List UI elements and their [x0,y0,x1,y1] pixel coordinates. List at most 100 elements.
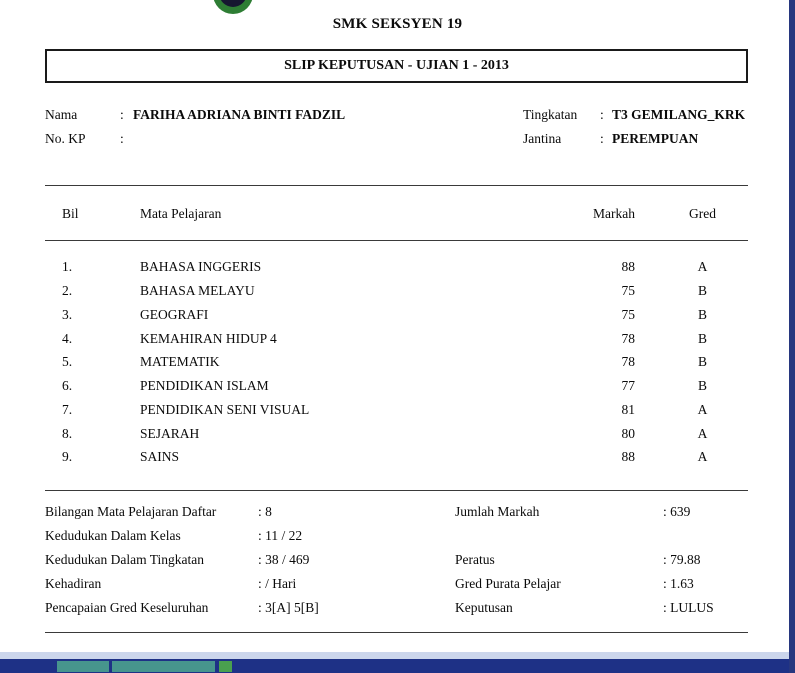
tingkatan-label: Tingkatan [523,107,578,122]
row-bil: 5. [62,354,73,369]
row-subject: PENDIDIKAN SENI VISUAL [140,402,310,417]
header-gred: Gred [689,206,716,221]
row-markah: 81 [621,402,636,417]
taskbar-button[interactable] [57,661,109,672]
school-crest-logo [213,0,253,14]
row-gred: A [697,402,708,417]
table-row: 9. SAINS 88 A [0,449,795,469]
summary-row: Kehadiran : / Hari Gred Purata Pelajar :… [0,576,795,596]
horizontal-rule [45,632,748,633]
background-window-titlebar[interactable] [0,659,795,673]
summary-row: Bilangan Mata Pelajaran Daftar : 8 Jumla… [0,504,795,524]
summary-label: Jumlah Markah [455,504,540,519]
summary-value: : LULUS [663,600,714,615]
row-markah: 80 [621,426,636,441]
table-row: 5. MATEMATIK 78 B [0,354,795,374]
row-markah: 88 [621,449,636,464]
summary-label: Peratus [455,552,495,567]
row-markah: 88 [621,259,636,274]
row-gred: B [697,307,707,322]
row-gred: A [697,426,708,441]
window-edge-light-strip [0,652,795,659]
row-gred: B [697,378,707,393]
summary-label: Kehadiran [45,576,102,591]
nokp-label: No. KP [45,131,86,146]
row-gred: B [697,331,707,346]
row-markah: 78 [621,331,636,346]
jantina-label: Jantina [523,131,562,146]
header-subject: Mata Pelajaran [140,206,222,221]
table-header-row: Bil Mata Pelajaran Markah Gred [0,206,795,226]
nama-colon: : [120,107,124,122]
row-bil: 8. [62,426,73,441]
summary-value: : 8 [258,504,272,519]
horizontal-rule [45,240,748,241]
background-window-right-edge [789,0,795,673]
summary-value: : 11 / 22 [258,528,303,543]
school-name: SMK SEKSYEN 19 [332,16,463,32]
summary-value: : 38 / 469 [258,552,310,567]
table-row: 4. KEMAHIRAN HIDUP 4 78 B [0,331,795,351]
summary-label: Bilangan Mata Pelajaran Daftar [45,504,217,519]
table-row: 3. GEOGRAFI 75 B [0,307,795,327]
summary-label: Pencapaian Gred Keseluruhan [45,600,209,615]
row-subject: BAHASA INGGERIS [140,259,262,274]
crest-inner-shape [219,0,247,7]
row-bil: 6. [62,378,73,393]
slip-title: SLIP KEPUTUSAN - UJIAN 1 - 2013 [45,49,748,83]
summary-row: Kedudukan Dalam Tingkatan : 38 / 469 Per… [0,552,795,572]
summary-label: Keputusan [455,600,513,615]
row-bil: 7. [62,402,73,417]
row-gred: B [697,354,707,369]
summary-row: Kedudukan Dalam Kelas : 11 / 22 [0,528,795,548]
nokp-colon: : [120,131,124,146]
summary-value: : 79.88 [663,552,701,567]
table-row: 7. PENDIDIKAN SENI VISUAL 81 A [0,402,795,422]
row-subject: SAINS [140,449,180,464]
row-gred: B [697,283,707,298]
row-markah: 75 [621,307,636,322]
row-gred: A [697,259,708,274]
row-markah: 75 [621,283,636,298]
row-subject: BAHASA MELAYU [140,283,255,298]
table-row: 2. BAHASA MELAYU 75 B [0,283,795,303]
row-bil: 4. [62,331,73,346]
table-row: 8. SEJARAH 80 A [0,426,795,446]
row-bil: 9. [62,449,73,464]
row-bil: 3. [62,307,73,322]
taskbar-button-green[interactable] [219,661,232,672]
summary-value: : 639 [663,504,691,519]
summary-label: Gred Purata Pelajar [455,576,561,591]
row-subject: KEMAHIRAN HIDUP 4 [140,331,277,346]
summary-label: Kedudukan Dalam Kelas [45,528,181,543]
horizontal-rule [45,490,748,491]
tingkatan-colon: : [600,107,604,122]
summary-value: : 1.63 [663,576,694,591]
table-row: 6. PENDIDIKAN ISLAM 77 B [0,378,795,398]
summary-value: : / Hari [258,576,297,591]
nama-value: FARIHA ADRIANA BINTI FADZIL [133,107,346,122]
student-info-row: Nama : FARIHA ADRIANA BINTI FADZIL Tingk… [0,107,795,127]
row-bil: 2. [62,283,73,298]
horizontal-rule [45,185,748,186]
row-subject: GEOGRAFI [140,307,209,322]
summary-label: Kedudukan Dalam Tingkatan [45,552,204,567]
nama-label: Nama [45,107,78,122]
summary-row: Pencapaian Gred Keseluruhan : 3[A] 5[B] … [0,600,795,620]
tingkatan-value: T3 GEMILANG_KRK [612,107,746,122]
row-gred: A [697,449,708,464]
row-markah: 78 [621,354,636,369]
jantina-colon: : [600,131,604,146]
row-subject: PENDIDIKAN ISLAM [140,378,269,393]
table-row: 1. BAHASA INGGERIS 88 A [0,259,795,279]
student-info-row: No. KP : Jantina : PEREMPUAN [0,131,795,151]
header-markah: Markah [593,206,635,221]
summary-value: : 3[A] 5[B] [258,600,319,615]
row-markah: 77 [621,378,636,393]
row-bil: 1. [62,259,73,274]
jantina-value: PEREMPUAN [612,131,699,146]
header-bil: Bil [62,206,79,221]
row-subject: SEJARAH [140,426,200,441]
taskbar-button[interactable] [112,661,215,672]
